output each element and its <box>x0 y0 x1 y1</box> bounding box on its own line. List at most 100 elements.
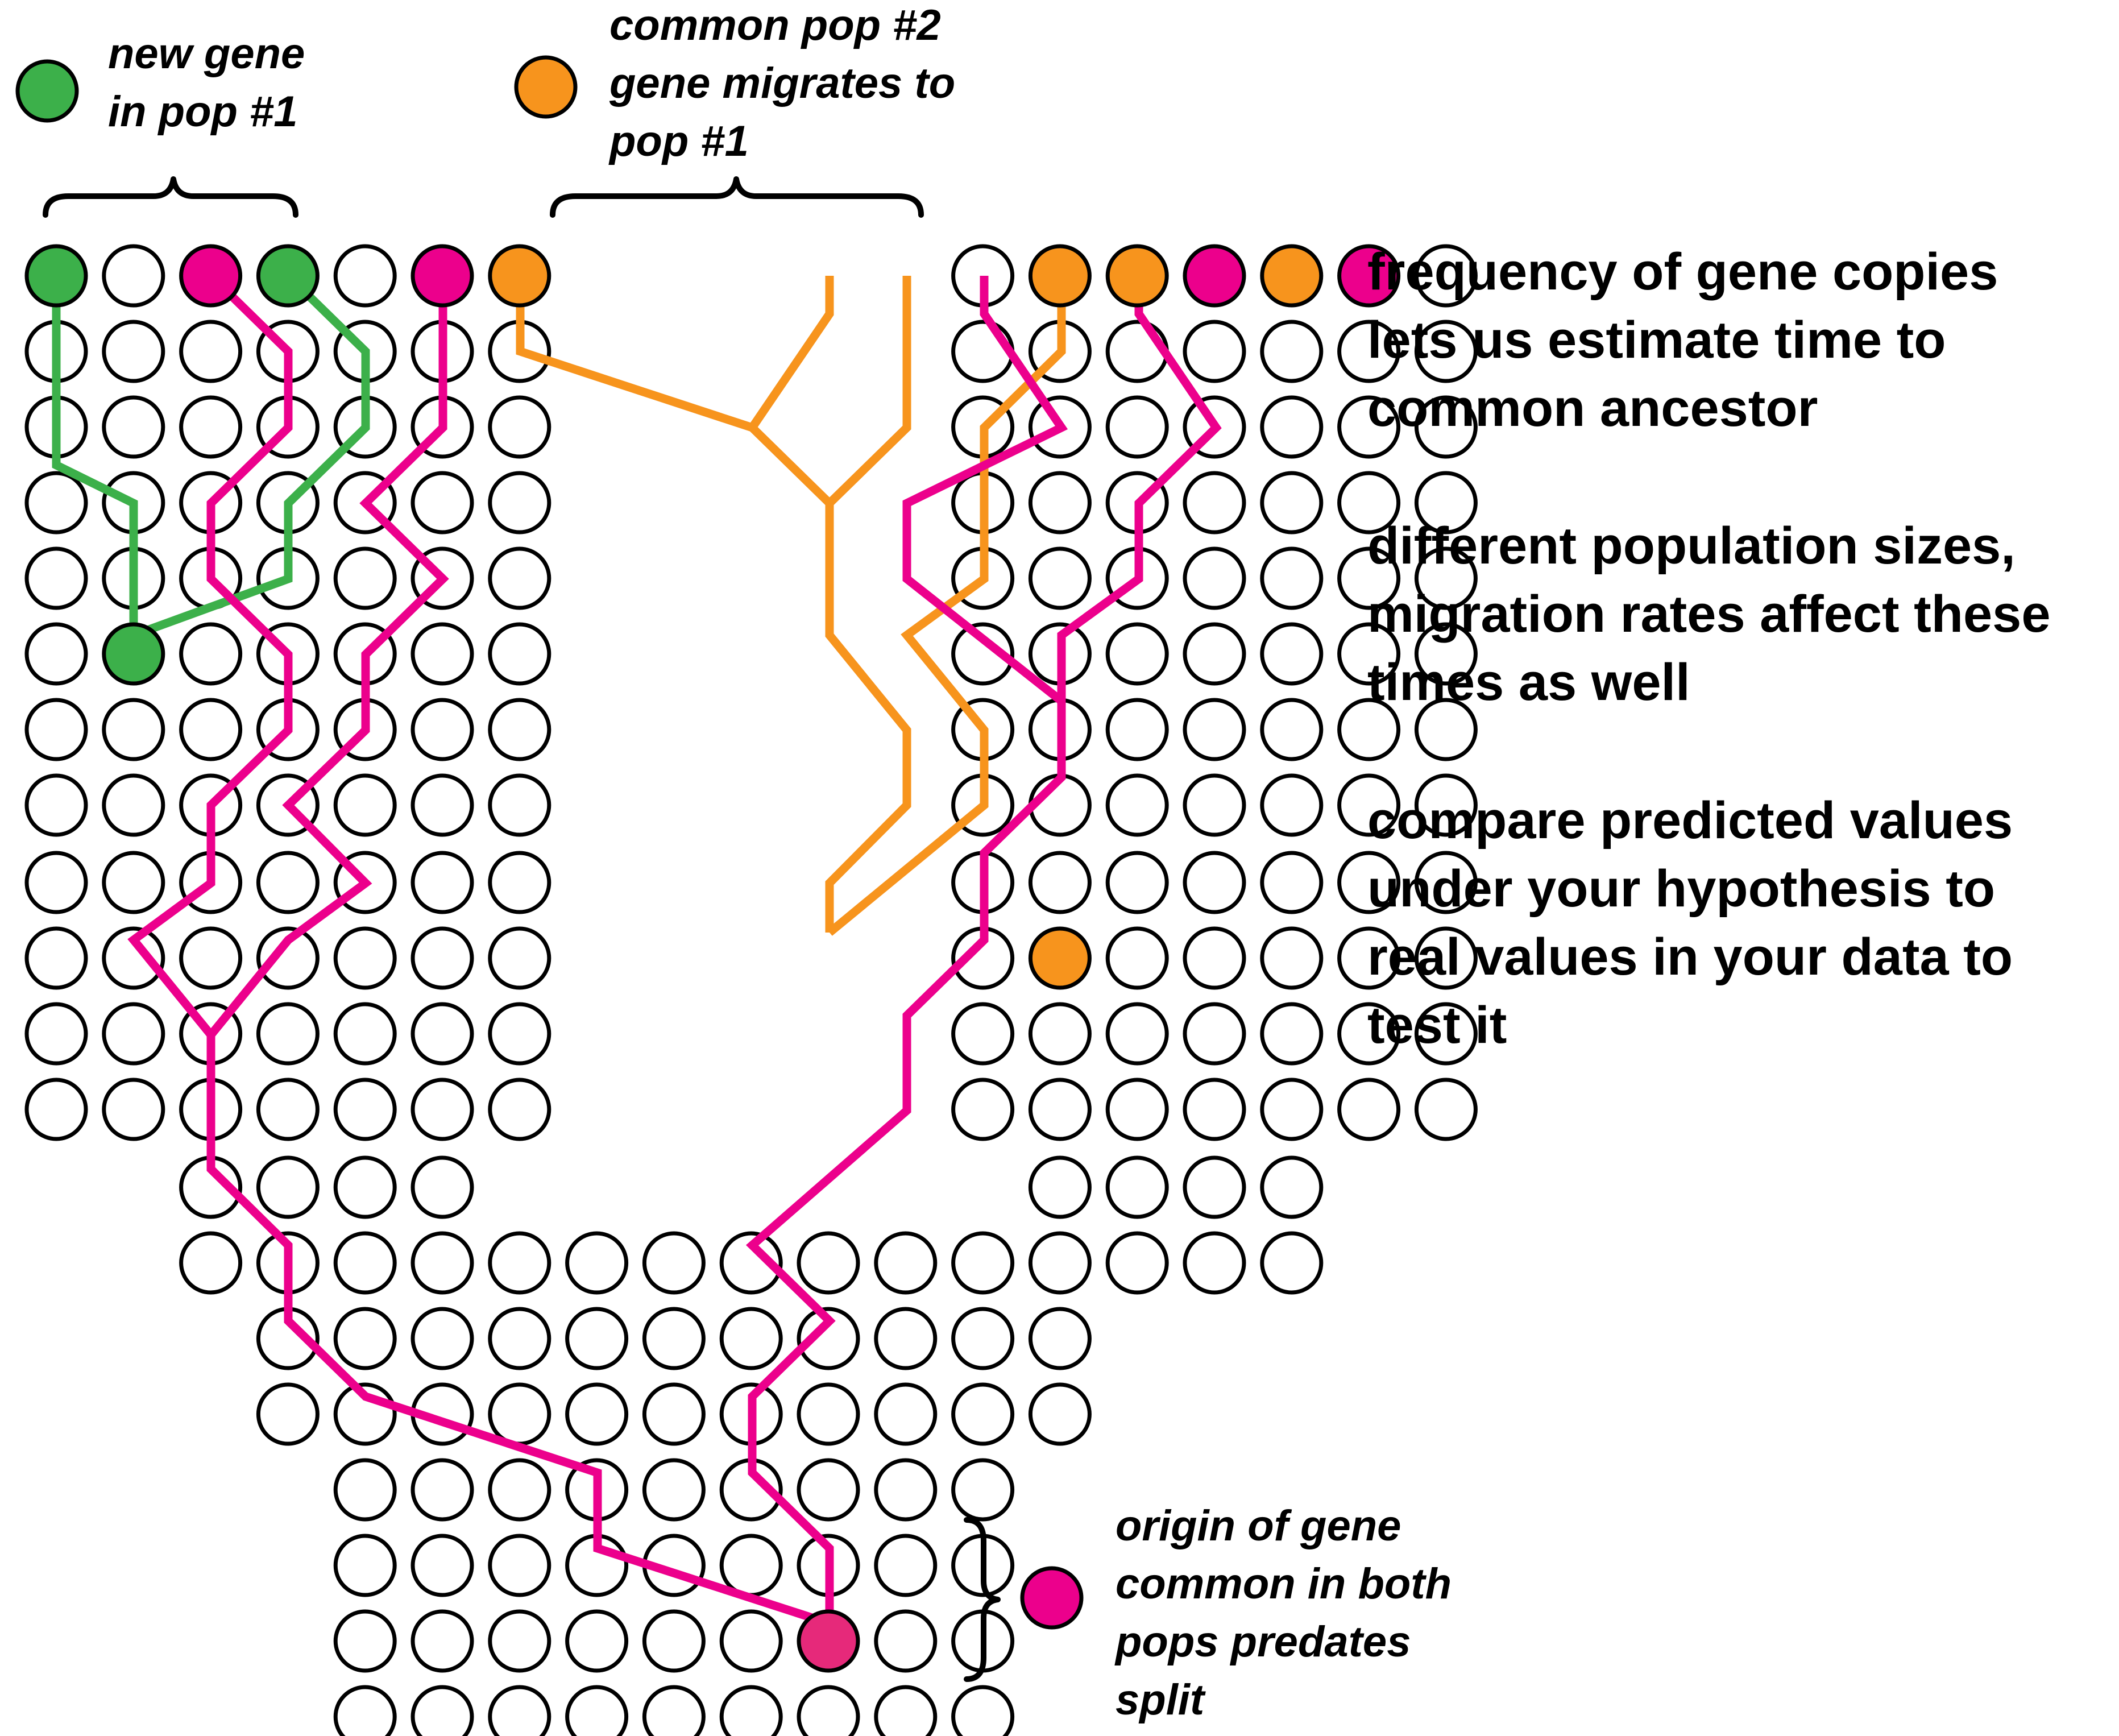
individual-circle <box>1183 926 1246 990</box>
individual-circle <box>951 1685 1015 1736</box>
individual-circle <box>874 1231 938 1295</box>
magenta-lineage-path <box>1057 276 1222 701</box>
individual-circle <box>256 1382 320 1446</box>
individual-circle <box>1105 698 1169 761</box>
individual-circle <box>102 851 165 914</box>
individual-circle <box>874 1307 938 1370</box>
individual-circle <box>1028 471 1092 535</box>
individual-circle <box>1105 320 1169 383</box>
individual-circle <box>642 1307 706 1370</box>
individual-circle <box>797 1382 860 1446</box>
individual-circle <box>179 395 243 459</box>
individual-circle <box>333 1078 397 1141</box>
individual-circle <box>488 1534 551 1597</box>
individual-circle <box>410 622 474 686</box>
individual-circle <box>333 926 397 990</box>
individual-circle <box>1028 1002 1092 1066</box>
individual-circle <box>719 1534 783 1597</box>
individual-circle <box>797 1458 860 1522</box>
individual-circle <box>1105 1231 1169 1295</box>
orange-lineage-path <box>826 276 911 507</box>
individual-circle <box>565 1609 629 1673</box>
individual-circle <box>1414 244 1478 308</box>
individual-circle <box>179 1231 243 1295</box>
individual-circle <box>488 773 551 837</box>
individual-circle <box>179 622 243 686</box>
individual-circle <box>1105 1078 1169 1141</box>
individual-circle <box>1337 1002 1401 1066</box>
legend-orange-circle-icon <box>514 55 578 119</box>
individual-circle <box>1414 320 1478 383</box>
individual-circle <box>410 1458 474 1522</box>
individual-circle <box>410 1685 474 1736</box>
individual-circle <box>1414 1078 1478 1141</box>
individual-circle <box>410 773 474 837</box>
individual-circle <box>1028 1078 1092 1141</box>
individual-circle <box>1260 1002 1324 1066</box>
individual-circle <box>1183 851 1246 914</box>
individual-circle <box>410 1534 474 1597</box>
individual-circle <box>1183 698 1246 761</box>
individual-circle <box>410 851 474 914</box>
individual-circle <box>1414 926 1478 990</box>
individual-circle <box>565 1307 629 1370</box>
individual-circle <box>797 1231 860 1295</box>
individual-circle <box>1183 471 1246 535</box>
individual-circle <box>1337 320 1401 383</box>
individual-circle <box>1414 851 1478 914</box>
individual-circle <box>333 1458 397 1522</box>
individual-circle <box>488 851 551 914</box>
individual-circle <box>1105 395 1169 459</box>
individual-circle <box>488 622 551 686</box>
individual-circle <box>488 1458 551 1522</box>
individual-circle <box>951 1231 1015 1295</box>
individual-circle <box>1337 471 1401 535</box>
note-compare-values: compare predicted values under your hypo… <box>1367 792 2013 1054</box>
individual-circle <box>951 1458 1015 1522</box>
individual-circle <box>24 773 88 837</box>
individual-circle <box>1028 1307 1092 1370</box>
orange-gene-circle <box>1028 926 1092 990</box>
individual-circle <box>333 546 397 610</box>
green-gene-circle <box>24 244 88 308</box>
brace-migrant-gene <box>550 176 924 218</box>
green-lineage-path <box>52 276 138 635</box>
individual-circle <box>719 1685 783 1736</box>
individual-circle <box>1260 395 1324 459</box>
individual-circle <box>951 320 1015 383</box>
individual-circle <box>179 698 243 761</box>
individual-circle <box>1183 773 1246 837</box>
individual-circle <box>256 926 320 990</box>
individual-circle <box>1183 546 1246 610</box>
individual-circle <box>488 1609 551 1673</box>
individual-circle <box>1260 471 1324 535</box>
note-population-sizes: different population sizes, migration ra… <box>1367 517 2051 711</box>
individual-circle <box>1337 622 1401 686</box>
magenta-lineage-path <box>208 276 449 1038</box>
legend-ancestral-gene-text: origin of gene common in both pops preda… <box>1116 1502 1452 1724</box>
individual-circle <box>1028 1382 1092 1446</box>
individual-circle <box>1105 851 1169 914</box>
individual-circle <box>1183 1002 1246 1066</box>
individual-circle <box>256 1155 320 1219</box>
individual-circle <box>1414 395 1478 459</box>
individual-circle <box>179 320 243 383</box>
individual-circle <box>410 698 474 761</box>
individual-circle <box>333 1685 397 1736</box>
individual-circle <box>874 1458 938 1522</box>
individual-circle <box>256 1002 320 1066</box>
individual-circle <box>488 926 551 990</box>
individual-circle <box>1028 851 1092 914</box>
individual-circle <box>1337 1078 1401 1141</box>
individual-circle <box>102 1078 165 1141</box>
individual-circle <box>488 546 551 610</box>
individual-circle <box>488 1078 551 1141</box>
brace-new-gene <box>43 176 298 218</box>
individual-circle <box>24 622 88 686</box>
individual-circle <box>1414 471 1478 535</box>
green-gene-circle <box>102 622 165 686</box>
individual-circle <box>333 1231 397 1295</box>
individual-circle <box>1260 1078 1324 1141</box>
